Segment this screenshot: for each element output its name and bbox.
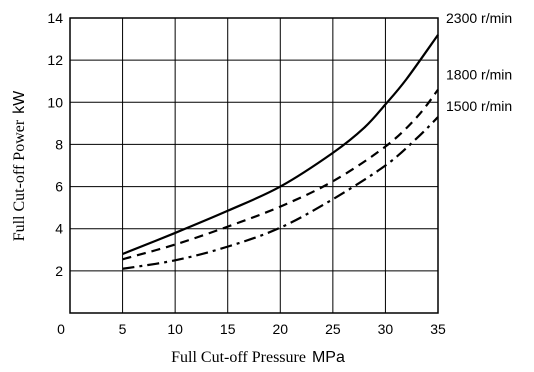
series-label: 1800 r/min [446, 67, 512, 83]
series-line-solid [122, 34, 439, 256]
x-tick-label: 10 [167, 321, 183, 337]
x-tick-labels: 0 5 10 15 20 25 30 35 [57, 321, 446, 337]
x-tick-label: 30 [378, 321, 394, 337]
x-axis-title: Full Cut-off Pressure MPa [171, 349, 345, 366]
y-tick-label: 4 [55, 221, 63, 237]
x-tick-label: 5 [119, 321, 127, 337]
x-axis-unit: MPa [312, 349, 345, 366]
x-tick-label: 25 [325, 321, 341, 337]
y-axis-unit: kW [11, 90, 28, 114]
series-lines [122, 34, 439, 270]
plot-frame [69, 17, 439, 314]
series-label: 1500 r/min [446, 98, 512, 114]
x-axis-label: Full Cut-off Pressure [171, 349, 306, 366]
y-axis-label: Full Cut-off Power [11, 119, 28, 241]
x-tick-label: 35 [430, 321, 446, 337]
y-tick-labels: 2 4 6 8 10 12 14 [47, 10, 63, 279]
series-labels: 2300 r/min 1800 r/min 1500 r/min [446, 10, 512, 114]
y-tick-label: 14 [47, 10, 63, 26]
series-label: 2300 r/min [446, 10, 512, 26]
y-tick-label: 10 [47, 94, 63, 110]
y-tick-label: 8 [55, 136, 63, 152]
y-tick-label: 6 [55, 179, 63, 195]
x-tick-label: 20 [272, 321, 288, 337]
x-tick-label: 0 [57, 321, 65, 337]
y-tick-label: 12 [47, 52, 63, 68]
x-tick-label: 15 [220, 321, 236, 337]
series-line-dashdot [122, 116, 439, 270]
y-tick-label: 2 [55, 263, 63, 279]
series-line-dashed [122, 88, 439, 261]
y-axis-title: Full Cut-off Power kW [11, 90, 28, 241]
